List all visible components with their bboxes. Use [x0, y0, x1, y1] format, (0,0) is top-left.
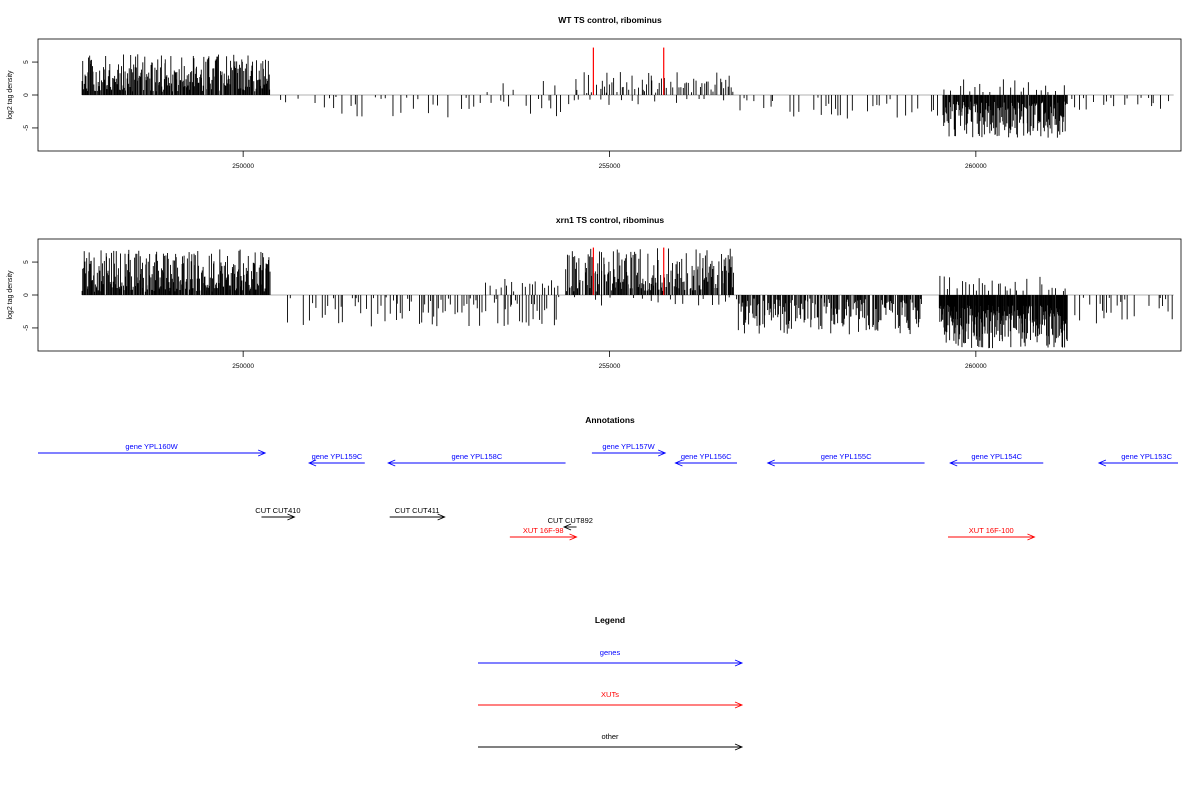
annotation-arrow	[387, 459, 566, 467]
wt-axes: 250000 255000 260000 -5 0 5	[23, 60, 987, 170]
annotation-label: gene YPL156C	[681, 452, 732, 461]
annotation-label: XUT 16F-100	[969, 526, 1014, 535]
y-tick-label: 0	[23, 293, 30, 297]
legend-arrow	[478, 659, 744, 667]
xrn1-bars	[81, 248, 1174, 349]
annotation-arrow	[389, 513, 446, 521]
annotation-label: gene YPL159C	[312, 452, 363, 461]
wt-y-axis-label: log2 tag density	[7, 70, 14, 120]
annotation-label: gene YPL157W	[602, 442, 655, 451]
x-tick-label: 255000	[599, 363, 621, 370]
annotation-arrow	[591, 449, 667, 457]
annotation-label: gene YPL153C	[1121, 452, 1172, 461]
x-tick-label: 250000	[232, 163, 254, 170]
legend-label: genes	[600, 648, 621, 657]
annotation-arrow	[948, 533, 1036, 541]
annotation-arrow	[562, 523, 577, 531]
annotation-label: gene YPL155C	[821, 452, 872, 461]
annotation-arrow	[307, 459, 365, 467]
annotation-arrow	[38, 449, 267, 457]
y-tick-label: 0	[23, 93, 30, 97]
legend: genes XUTs other	[478, 648, 744, 751]
annotation-label: CUT CUT410	[255, 506, 300, 515]
legend-arrow	[478, 743, 744, 751]
x-tick-label: 260000	[965, 163, 987, 170]
annotation-label: CUT CUT411	[395, 506, 440, 515]
xrn1-axes: 250000 255000 260000 -5 0 5	[23, 260, 987, 370]
wt-track-panel: WT TS control, ribominus log2 tag densit…	[7, 15, 1182, 170]
annotation-arrow	[949, 459, 1044, 467]
legend-arrow	[478, 701, 744, 709]
annotation-arrow	[509, 533, 578, 541]
xrn1-track-panel: xrn1 TS control, ribominus log2 tag dens…	[7, 215, 1182, 370]
annotation-label: XUT 16F-98	[523, 526, 564, 535]
annotation-label: gene YPL154C	[971, 452, 1022, 461]
annotations-title: Annotations	[585, 415, 635, 425]
annotation-label: gene YPL160W	[125, 442, 178, 451]
y-tick-label: 5	[23, 60, 30, 64]
legend-label: XUTs	[601, 690, 619, 699]
annotation-arrow	[766, 459, 925, 467]
annotation-arrow	[674, 459, 737, 467]
x-tick-label: 250000	[232, 363, 254, 370]
annotation-track: gene YPL160W gene YPL159C gene YPL158C gene…	[38, 442, 1178, 541]
wt-markers	[592, 47, 665, 95]
xrn1-markers	[592, 247, 665, 295]
x-tick-label: 260000	[965, 363, 987, 370]
annotation-arrow	[1097, 459, 1178, 467]
wt-panel-title: WT TS control, ribominus	[558, 15, 662, 25]
annotation-label: gene YPL158C	[452, 452, 503, 461]
x-tick-label: 255000	[599, 163, 621, 170]
y-tick-label: -5	[23, 325, 30, 331]
annotation-arrow	[261, 513, 296, 521]
y-tick-label: 5	[23, 260, 30, 264]
annotation-label: CUT CUT892	[548, 516, 593, 525]
wt-bars	[81, 54, 1174, 138]
legend-title: Legend	[595, 615, 625, 625]
xrn1-y-axis-label: log2 tag density	[7, 270, 14, 320]
y-tick-label: -5	[23, 125, 30, 131]
xrn1-panel-title: xrn1 TS control, ribominus	[556, 215, 664, 225]
legend-label: other	[601, 732, 619, 741]
